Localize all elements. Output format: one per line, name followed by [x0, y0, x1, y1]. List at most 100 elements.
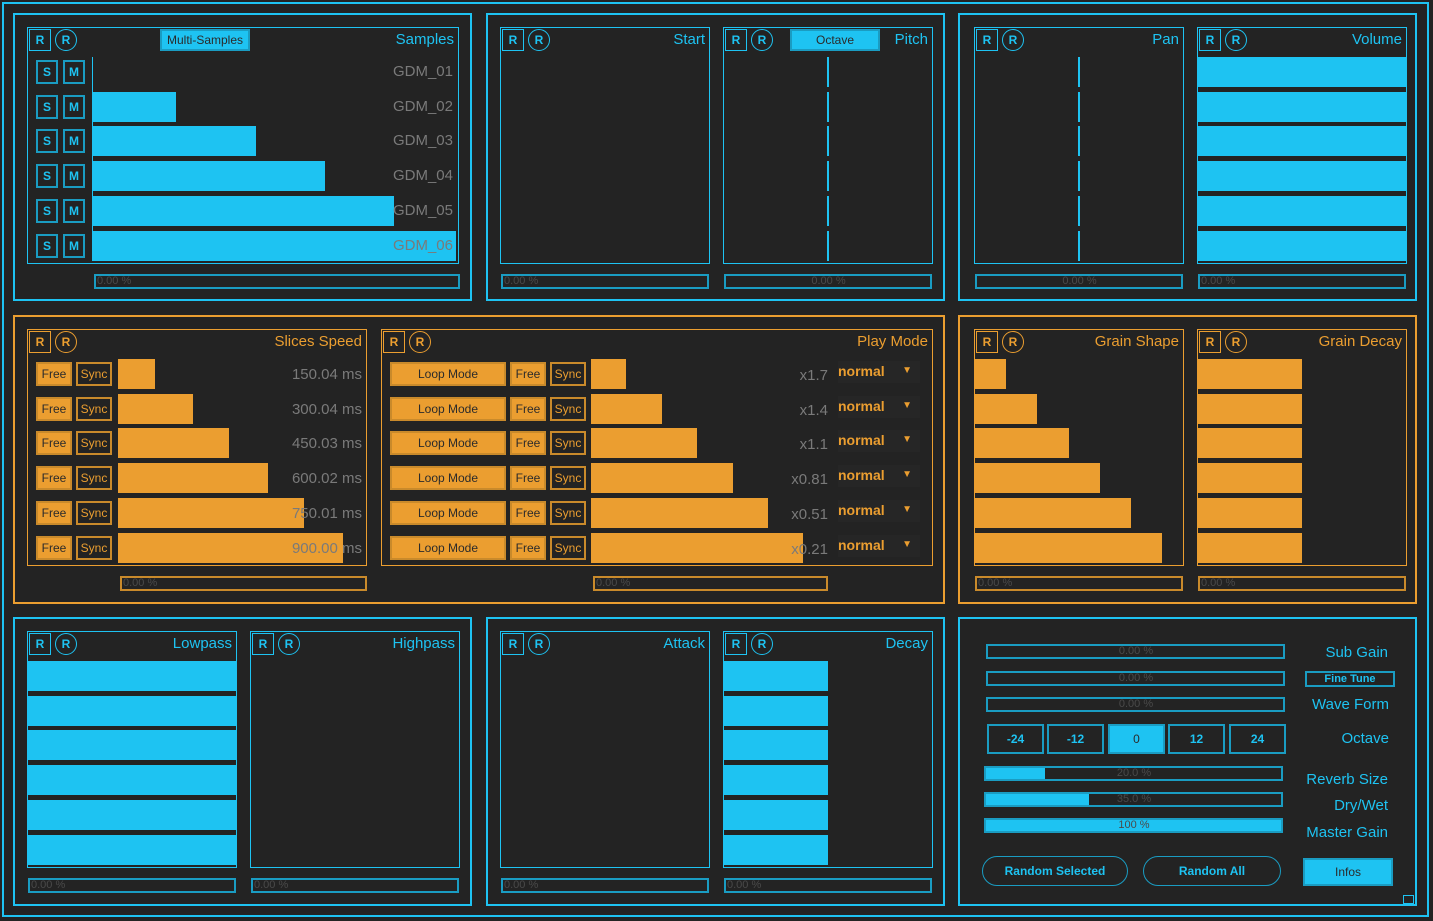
decay-bar[interactable] — [724, 661, 828, 691]
pitch-value-line[interactable] — [827, 91, 829, 122]
reset-button[interactable]: R — [976, 331, 998, 353]
play-mode-dropdown[interactable]: normal ▼ — [838, 534, 920, 557]
grain-decay-bar[interactable] — [1198, 463, 1302, 494]
start-box[interactable]: R R Start — [500, 27, 710, 264]
multi-samples-button[interactable]: Multi-Samples — [160, 29, 250, 51]
free-button[interactable]: Free — [510, 500, 546, 525]
random-button[interactable]: R — [528, 29, 550, 51]
slice-speed-bar[interactable] — [118, 532, 344, 563]
lowpass-bar[interactable] — [28, 695, 236, 726]
grain-decay-bar[interactable] — [1198, 393, 1302, 424]
sample-level-bar[interactable] — [92, 161, 325, 192]
loop-mode-button[interactable]: Loop Mode — [390, 362, 506, 386]
lowpass-bar[interactable] — [28, 765, 236, 796]
master-gain-slider[interactable]: 100 % — [984, 818, 1283, 833]
loop-mode-button[interactable]: Loop Mode — [390, 396, 506, 421]
slice-speed-bar[interactable] — [118, 463, 269, 494]
pitch-random-amount[interactable]: 0.00 % — [724, 274, 932, 289]
reset-button[interactable]: R — [1199, 331, 1221, 353]
grain-decay-bar[interactable] — [1198, 497, 1302, 528]
loop-mode-button[interactable]: Loop Mode — [390, 535, 506, 560]
sub-gain-slider[interactable]: 0.00 % — [986, 644, 1285, 659]
start-random-amount[interactable]: 0.00 % — [501, 274, 709, 289]
pan-random-amount[interactable]: 0.00 % — [975, 274, 1183, 289]
play-mode-dropdown[interactable]: normal ▼ — [838, 465, 920, 488]
volume-random-amount[interactable]: 0.00 % — [1198, 274, 1406, 289]
pan-value-line[interactable] — [1078, 91, 1080, 122]
free-button[interactable]: Free — [36, 396, 72, 421]
random-button[interactable]: R — [751, 29, 773, 51]
reset-button[interactable]: R — [383, 331, 405, 353]
volume-bar[interactable] — [1198, 195, 1406, 226]
fine-tune-slider[interactable]: 0.00 % — [986, 671, 1285, 686]
infos-button[interactable]: Infos — [1303, 858, 1393, 886]
grain-shape-bar[interactable] — [975, 532, 1163, 563]
play-rate-bar[interactable] — [591, 359, 627, 389]
play-mode-dropdown[interactable]: normal ▼ — [838, 430, 920, 453]
pitch-value-line[interactable] — [827, 195, 829, 226]
reverb-size-slider[interactable]: 20.0 % — [984, 766, 1283, 781]
mute-button[interactable]: M — [63, 233, 85, 258]
grain-shape-random-amount[interactable]: 0.00 % — [975, 576, 1183, 591]
grain-shape-bar[interactable] — [975, 393, 1038, 424]
pan-value-line[interactable] — [1078, 57, 1080, 87]
grain-decay-bar[interactable] — [1198, 359, 1302, 389]
slice-speed-bar[interactable] — [118, 497, 305, 528]
play-rate-bar[interactable] — [591, 393, 662, 424]
decay-bar[interactable] — [724, 834, 828, 865]
sample-level-bar[interactable] — [92, 195, 395, 226]
loop-mode-button[interactable]: Loop Mode — [390, 431, 506, 456]
free-button[interactable]: Free — [36, 362, 72, 386]
reset-button[interactable]: R — [502, 633, 524, 655]
random-button[interactable]: R — [55, 331, 77, 353]
reset-button[interactable]: R — [29, 633, 51, 655]
grain-shape-bar[interactable] — [975, 497, 1131, 528]
wave-form-slider[interactable]: 0.00 % — [986, 697, 1285, 712]
sync-button[interactable]: Sync — [550, 535, 586, 560]
grain-decay-box[interactable]: R R Grain Decay — [1197, 329, 1407, 566]
random-button[interactable]: R — [55, 29, 77, 51]
grain-shape-box[interactable]: R R Grain Shape — [974, 329, 1184, 566]
reset-button[interactable]: R — [976, 29, 998, 51]
pan-value-line[interactable] — [1078, 195, 1080, 226]
slice-speed-bar[interactable] — [118, 393, 194, 424]
volume-bar[interactable] — [1198, 57, 1406, 87]
reset-button[interactable]: R — [29, 29, 51, 51]
play-rate-bar[interactable] — [591, 428, 698, 459]
random-button[interactable]: R — [278, 633, 300, 655]
volume-bar[interactable] — [1198, 161, 1406, 192]
sync-button[interactable]: Sync — [76, 466, 112, 491]
random-button[interactable]: R — [528, 633, 550, 655]
pitch-value-line[interactable] — [827, 161, 829, 192]
solo-button[interactable]: S — [36, 233, 58, 258]
play-mode-dropdown[interactable]: normal ▼ — [838, 361, 920, 383]
decay-bar[interactable] — [724, 695, 828, 726]
free-button[interactable]: Free — [510, 396, 546, 421]
octave-option-button[interactable]: -24 — [987, 724, 1044, 754]
fine-tune-button[interactable]: Fine Tune — [1305, 671, 1395, 687]
dry-wet-slider[interactable]: 35.0 % — [984, 792, 1283, 807]
sample-level-bar[interactable] — [92, 230, 456, 261]
random-button[interactable]: R — [1225, 29, 1247, 51]
pan-value-line[interactable] — [1078, 230, 1080, 261]
mute-button[interactable]: M — [63, 198, 85, 223]
octave-mode-button[interactable]: Octave — [790, 29, 880, 51]
decay-box[interactable]: R R Decay — [723, 631, 933, 868]
sync-button[interactable]: Sync — [76, 431, 112, 456]
octave-option-button[interactable]: 24 — [1229, 724, 1286, 754]
random-button[interactable]: R — [1225, 331, 1247, 353]
solo-button[interactable]: S — [36, 94, 58, 119]
pan-value-line[interactable] — [1078, 126, 1080, 157]
pitch-value-line[interactable] — [827, 230, 829, 261]
play-mode-random-amount[interactable]: 0.00 % — [593, 576, 828, 591]
sample-level-bar[interactable] — [92, 91, 176, 122]
mute-button[interactable]: M — [63, 60, 85, 84]
grain-shape-bar[interactable] — [975, 359, 1007, 389]
free-button[interactable]: Free — [510, 431, 546, 456]
volume-bar[interactable] — [1198, 230, 1406, 261]
volume-bar[interactable] — [1198, 91, 1406, 122]
free-button[interactable]: Free — [36, 466, 72, 491]
solo-button[interactable]: S — [36, 164, 58, 189]
grain-decay-random-amount[interactable]: 0.00 % — [1198, 576, 1406, 591]
octave-option-button[interactable]: 12 — [1168, 724, 1225, 754]
